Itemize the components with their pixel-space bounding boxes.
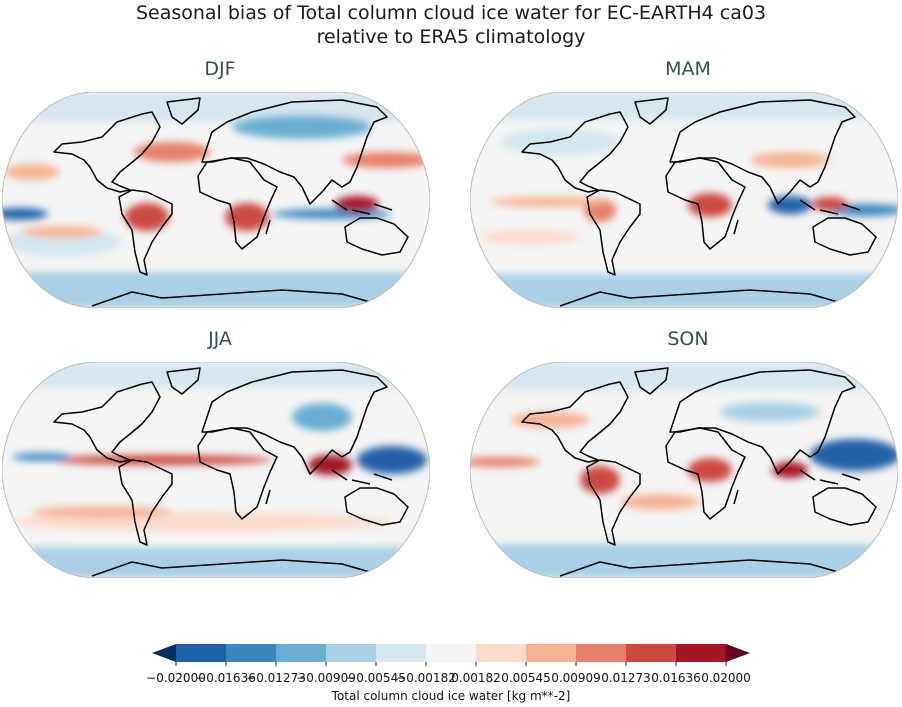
map-mam [470,92,898,308]
colorbar-extend-min [152,644,176,662]
figure-title-line2: relative to ERA5 climatology [316,26,586,48]
colorbar-bin [626,644,677,662]
map-son [470,362,898,578]
colorbar-bin [376,644,427,662]
colorbar [152,644,750,666]
panel-title-jja: JJA [208,328,232,350]
colorbar-bin [476,644,527,662]
colorbar-tick: 0.01273 [601,671,651,685]
panel-title-djf: DJF [204,58,236,80]
colorbar-tick: −0.00909 [296,671,356,685]
map-jja [2,362,430,578]
colorbar-bin [326,644,377,662]
colorbar-bin [576,644,627,662]
colorbar-extend-max [726,644,750,662]
colorbar-bin [276,644,327,662]
panel-title-son: SON [667,328,709,350]
colorbar-tick: −0.01273 [246,671,306,685]
colorbar-tick: 0.00909 [551,671,601,685]
colorbar-bin [176,644,227,662]
colorbar-tick: 0.00545 [501,671,551,685]
colorbar-tick: −0.02000 [146,671,206,685]
colorbar-bin [526,644,577,662]
colorbar-label: Total column cloud ice water [kg m**-2] [331,689,571,703]
figure-title-line1: Seasonal bias of Total column cloud ice … [135,2,767,24]
colorbar-tick: 0.02000 [701,671,751,685]
colorbar-bin [226,644,277,662]
colorbar-tick: −0.00182 [396,671,456,685]
panel-title-mam: MAM [665,58,711,80]
colorbar-tick: 0.00182 [451,671,501,685]
colorbar-bin [676,644,727,662]
colorbar-tick: 0.01636 [651,671,701,685]
colorbar-tick: −0.01636 [196,671,256,685]
colorbar-bin [426,644,477,662]
map-djf [2,92,430,308]
colorbar-tick: −0.00545 [346,671,406,685]
